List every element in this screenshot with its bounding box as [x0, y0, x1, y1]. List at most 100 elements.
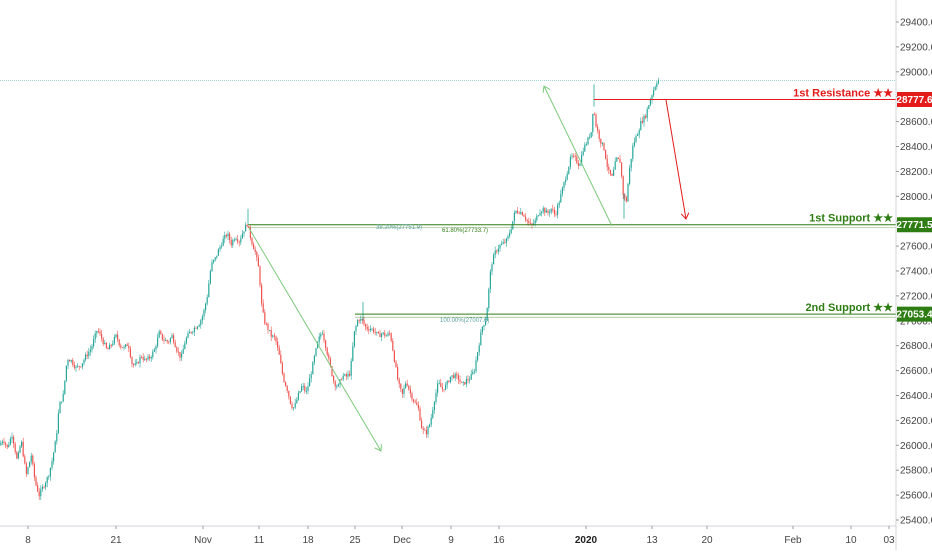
- y-tick-label: 29000.0: [900, 67, 932, 78]
- candle-body: [190, 331, 192, 333]
- candle-body: [417, 405, 419, 409]
- candle-body: [446, 381, 448, 385]
- candle-body: [648, 105, 650, 109]
- candle-body: [400, 383, 402, 390]
- candle-body: [29, 461, 31, 468]
- candle-body: [454, 373, 456, 379]
- candle-body: [411, 393, 413, 400]
- candle-body: [352, 346, 354, 361]
- candle-body: [254, 249, 256, 253]
- candle-body: [510, 229, 512, 234]
- candle-body: [160, 331, 162, 334]
- candle-body: [392, 340, 394, 351]
- candle-body: [494, 250, 496, 255]
- candle-body: [477, 352, 479, 361]
- candle-body: [235, 239, 237, 240]
- candle-body: [310, 374, 312, 379]
- candle-body: [25, 463, 27, 474]
- y-tick-label: 27400.0: [900, 267, 932, 278]
- candle-body: [97, 331, 99, 332]
- candle-body: [259, 266, 261, 286]
- candle-body: [67, 359, 69, 366]
- candle-body: [393, 350, 395, 362]
- candle-body: [280, 354, 282, 364]
- candle-body: [377, 331, 379, 334]
- candle-body: [629, 167, 631, 184]
- candle-body: [136, 362, 138, 364]
- fib-label: 61.80%(27733.7): [442, 228, 488, 234]
- x-tick-label: 11: [254, 535, 265, 546]
- candle-body: [357, 320, 359, 327]
- candle-body: [345, 374, 347, 377]
- candle-body: [382, 332, 384, 334]
- candle-body: [150, 357, 152, 359]
- levels: 1st Resistance ★★ 1st Support ★★ 2nd Suppo…: [248, 87, 896, 324]
- x-tick-label: Nov: [194, 535, 212, 546]
- level-price-badge: [897, 306, 932, 322]
- candle-body: [480, 332, 482, 346]
- candle-body: [227, 233, 229, 237]
- candle-body: [48, 476, 50, 478]
- candle-body: [481, 326, 483, 333]
- candle-body: [419, 408, 421, 421]
- candle-body: [17, 452, 19, 459]
- candle-body: [24, 456, 26, 464]
- candle-body: [414, 401, 416, 403]
- candle-body: [152, 351, 154, 358]
- candle-body: [53, 452, 55, 462]
- price-badges: 28777.6 27771.5 27053.4: [896, 91, 932, 322]
- candle-body: [69, 359, 71, 362]
- candle-body: [521, 212, 523, 216]
- level-price-badge: [897, 217, 932, 233]
- candle-body: [353, 331, 355, 347]
- candle-body: [21, 441, 23, 447]
- candle-body: [390, 333, 392, 341]
- candle-body: [403, 387, 405, 394]
- candle-body: [14, 443, 16, 453]
- candle-body: [243, 231, 245, 234]
- candle-body: [601, 142, 603, 144]
- candle-body: [230, 240, 232, 246]
- candle-body: [619, 158, 621, 163]
- candle-body: [387, 333, 389, 336]
- candle-body: [166, 340, 168, 342]
- candle-body: [301, 386, 303, 392]
- candle-body: [395, 361, 397, 368]
- candle-body: [536, 215, 538, 221]
- candle-body: [337, 384, 339, 387]
- x-tick-label: 8: [25, 535, 31, 546]
- candle-body: [483, 325, 485, 327]
- x-axis[interactable]: 8 21 Nov 11 18 25 Dec 9 16 2020 13 20 Feb 10 03: [25, 526, 895, 546]
- candle-body: [289, 396, 291, 404]
- candle-body: [232, 240, 234, 246]
- candle-body: [81, 363, 83, 367]
- candle-body: [30, 455, 32, 462]
- candle-body: [168, 341, 170, 343]
- candle-body: [608, 166, 610, 170]
- candle-body: [523, 215, 525, 217]
- candle-body: [520, 212, 522, 214]
- candle-body: [309, 378, 311, 387]
- x-tick-label: Feb: [784, 535, 802, 546]
- candle-body: [470, 374, 472, 380]
- candle-body: [213, 259, 215, 263]
- candle-body: [365, 324, 367, 327]
- candle-body: [83, 359, 85, 364]
- candle-body: [248, 226, 250, 228]
- y-tick-label: 29200.0: [900, 42, 932, 53]
- candle-body: [475, 360, 477, 372]
- x-tick-label: 03: [883, 535, 895, 546]
- candle-body: [176, 347, 178, 352]
- candle-body: [307, 386, 309, 391]
- y-tick-label: 25600.0: [900, 491, 932, 502]
- candle-body: [595, 114, 597, 127]
- candle-body: [208, 283, 210, 298]
- candle-body: [605, 150, 607, 159]
- candle-body: [513, 212, 515, 222]
- candle-body: [129, 348, 131, 358]
- candle-body: [643, 115, 645, 123]
- candle-body: [633, 141, 635, 146]
- candle-body: [217, 249, 219, 256]
- candle-body: [515, 210, 517, 213]
